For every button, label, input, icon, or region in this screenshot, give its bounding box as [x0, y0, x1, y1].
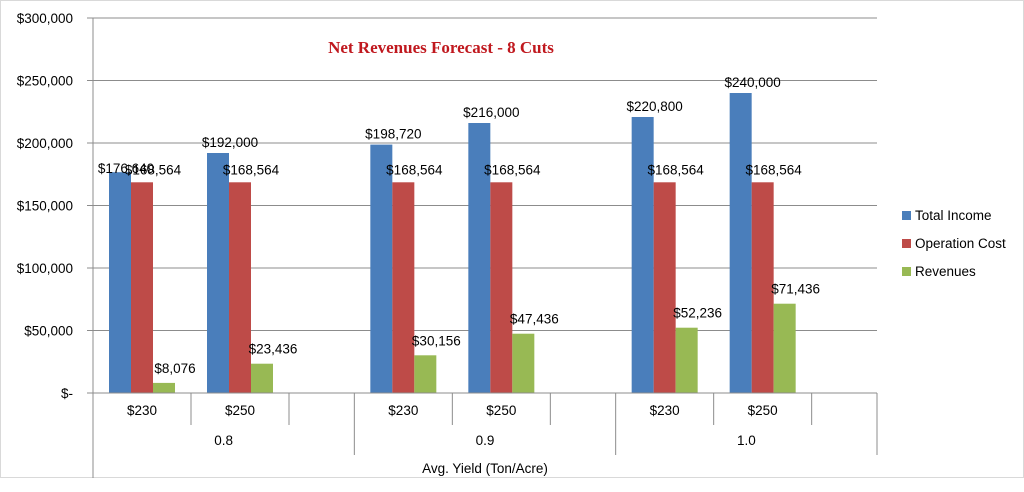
legend-label: Revenues — [915, 264, 976, 279]
data-label: $23,436 — [249, 342, 298, 357]
x-tick-label: $230 — [388, 403, 418, 418]
x-tick-label: $230 — [127, 403, 157, 418]
bar-revenues — [153, 382, 175, 393]
chart-title: Net Revenues Forecast - 8 Cuts — [328, 38, 554, 57]
data-label: $168,564 — [223, 162, 280, 177]
data-label: $71,436 — [771, 282, 820, 297]
bar-operation-cost — [490, 182, 513, 393]
bar-revenues — [675, 327, 698, 393]
bar-operation-cost — [392, 182, 415, 393]
bar-total-income — [631, 117, 654, 393]
data-label: $176,640 — [98, 161, 154, 176]
y-tick-label: $250,000 — [17, 74, 73, 89]
bar-total-income — [729, 93, 752, 393]
bar-operation-cost — [751, 182, 774, 393]
x-tick-label: $250 — [486, 403, 516, 418]
legend-swatch — [902, 211, 911, 220]
y-tick-label: $- — [61, 386, 73, 401]
legend-swatch — [902, 267, 911, 276]
legend-label: Operation Cost — [915, 236, 1006, 251]
data-label: $216,000 — [463, 105, 519, 120]
data-label: $168,564 — [746, 162, 803, 177]
bar-revenues — [512, 333, 535, 393]
bar-revenues — [414, 355, 437, 393]
y-tick-label: $100,000 — [17, 261, 73, 276]
x-tick-label: $250 — [748, 403, 778, 418]
data-label: $198,720 — [365, 127, 421, 142]
bar-operation-cost — [229, 182, 251, 393]
data-label: $8,076 — [154, 361, 195, 376]
y-tick-label: $200,000 — [17, 136, 73, 151]
bar-revenues — [251, 363, 273, 393]
legend: Total Income Operation Cost Revenues — [902, 208, 1006, 279]
data-label: $220,800 — [627, 99, 683, 114]
legend-label: Total Income — [915, 208, 992, 223]
data-label: $240,000 — [725, 75, 781, 90]
x-tick-label: $230 — [650, 403, 680, 418]
x-group-label: 0.8 — [214, 433, 233, 448]
x-group-label: 1.0 — [737, 433, 756, 448]
bar-revenues — [773, 303, 796, 393]
y-tick-label: $50,000 — [24, 324, 73, 339]
data-label: $52,236 — [673, 306, 722, 321]
data-label: $192,000 — [202, 135, 258, 150]
y-tick-label: $150,000 — [17, 199, 73, 214]
bar-total-income — [109, 172, 131, 393]
bars — [109, 93, 796, 393]
bar-total-income — [207, 153, 229, 393]
x-tick-label: $250 — [225, 403, 255, 418]
data-labels: $176,640 $192,000 $198,720 $216,000 $220,800… — [98, 75, 820, 376]
data-label: $168,564 — [125, 162, 182, 177]
bar-total-income — [370, 144, 393, 393]
y-tick-label: $300,000 — [17, 11, 73, 26]
legend-swatch — [902, 239, 911, 248]
x-axis-title: Avg. Yield (Ton/Acre) — [422, 461, 548, 476]
bar-total-income — [468, 123, 491, 393]
bar-operation-cost — [653, 182, 676, 393]
bar-operation-cost — [131, 182, 153, 393]
data-label: $30,156 — [412, 333, 461, 348]
data-label: $47,436 — [510, 312, 559, 327]
axes: $- $50,000 $100,000 $150,000 $200,000 $250,00… — [17, 11, 878, 478]
data-label: $168,564 — [484, 162, 541, 177]
data-label: $168,564 — [648, 162, 705, 177]
data-label: $168,564 — [386, 162, 443, 177]
x-group-label: 0.9 — [476, 433, 495, 448]
